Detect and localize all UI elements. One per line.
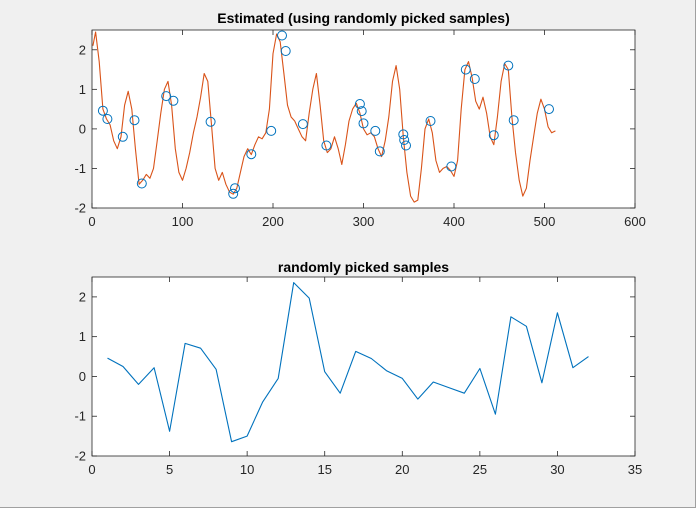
top-sample-marker <box>398 129 409 140</box>
top-sample-marker <box>205 116 216 127</box>
top-x-tick-label: 300 <box>353 214 375 229</box>
top-sample-marker <box>503 60 514 71</box>
bottom-x-tick-label: 5 <box>166 462 173 477</box>
top-x-tick-label: 400 <box>443 214 465 229</box>
top-sample-marker <box>97 105 108 116</box>
bottom-x-tick-label: 35 <box>628 462 642 477</box>
top-sample-marker <box>277 30 287 41</box>
top-axes: 0 100 200 300 400 500 600 -2 -1 0 1 2 Estimated (us… <box>74 10 645 229</box>
top-sample-marker <box>102 114 113 124</box>
bottom-x-tick-label: 10 <box>240 462 254 477</box>
top-sample-marker <box>136 178 147 189</box>
top-sample-marker <box>266 125 277 136</box>
top-plot-area <box>92 30 556 203</box>
top-y-tick-label: 1 <box>79 82 86 97</box>
top-sample-marker <box>425 116 436 126</box>
top-sample-marker <box>446 161 457 172</box>
bottom-x-tick-label: 25 <box>473 462 487 477</box>
top-sample-marker <box>370 125 381 136</box>
top-sample-marker <box>508 115 519 126</box>
top-x-tick-label: 0 <box>88 214 95 229</box>
top-sample-marker <box>161 91 172 102</box>
top-sample-marker <box>488 130 499 141</box>
top-sample-marker <box>280 46 291 56</box>
top-sample-marker <box>297 119 308 130</box>
top-chart-title: Estimated (using randomly picked samples… <box>217 10 510 26</box>
top-sample-marker <box>230 183 240 194</box>
top-y-tick-label: 2 <box>79 42 86 57</box>
top-y-tick-label: -1 <box>74 161 86 176</box>
bottom-x-tick-label: 15 <box>317 462 331 477</box>
top-y-tick-label: 0 <box>79 121 86 136</box>
top-x-tick-label: 600 <box>624 214 646 229</box>
bottom-plot-area <box>107 282 589 443</box>
top-x-tick-label: 500 <box>534 214 556 229</box>
bottom-axes: 0 5 10 15 20 25 30 35 -2 -1 0 1 2 randomly picked sa… <box>74 259 642 477</box>
top-sample-marker <box>354 99 365 109</box>
top-x-tick-label: 100 <box>172 214 194 229</box>
bottom-y-tick-label: 1 <box>79 329 86 344</box>
top-y-tick-label: -2 <box>74 201 86 216</box>
top-sample-marker <box>117 131 128 142</box>
top-sample-marker <box>401 140 411 151</box>
bottom-y-tick-label: 0 <box>79 369 86 384</box>
top-x-tick-label: 200 <box>262 214 284 229</box>
top-sample-marker <box>246 149 257 160</box>
bottom-series-line-0 <box>107 282 589 443</box>
top-sample-marker <box>469 74 480 84</box>
bottom-axis-ticks: 0 5 10 15 20 25 30 35 -2 -1 0 1 2 <box>74 277 642 477</box>
top-sample-marker <box>460 64 471 75</box>
bottom-x-tick-label: 20 <box>395 462 409 477</box>
top-sample-marker <box>358 118 369 129</box>
top-sample-marker <box>399 135 410 145</box>
bottom-axes-frame <box>91 276 636 457</box>
top-sample-marker <box>321 140 332 151</box>
bottom-x-tick-label: 30 <box>550 462 564 477</box>
top-sample-marker <box>374 146 385 157</box>
top-axis-ticks: 0 100 200 300 400 500 600 -2 -1 0 1 2 <box>74 30 646 229</box>
bottom-y-tick-label: -1 <box>74 409 86 424</box>
top-sample-marker <box>228 188 239 199</box>
bottom-y-tick-label: 2 <box>79 289 86 304</box>
bottom-x-tick-label: 0 <box>88 462 95 477</box>
top-series-line-0 <box>92 31 556 203</box>
bottom-axes-background <box>92 277 635 456</box>
bottom-y-tick-label: -2 <box>74 449 86 464</box>
top-sample-marker <box>544 104 554 115</box>
top-sample-marker <box>168 95 179 106</box>
top-sample-marker <box>356 106 367 117</box>
bottom-chart-title: randomly picked samples <box>278 259 449 275</box>
top-sample-marker <box>129 115 140 126</box>
